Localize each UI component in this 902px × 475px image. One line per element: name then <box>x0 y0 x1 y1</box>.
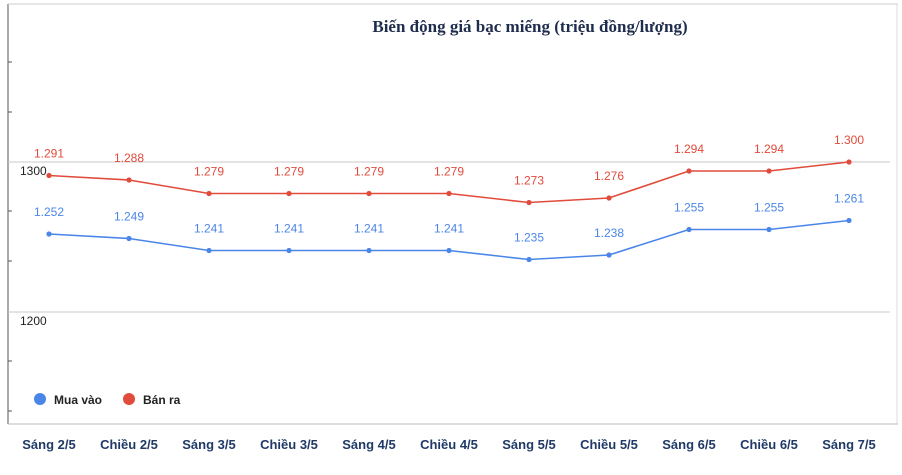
data-label: 1.241 <box>434 222 464 236</box>
data-point <box>46 231 52 237</box>
data-point <box>766 168 772 174</box>
data-label: 1.261 <box>834 192 864 206</box>
data-labels: 1.252 1.249 1.241 1.241 1.241 1.241 1.235 1.238… <box>34 133 864 245</box>
data-label: 1.279 <box>274 165 304 179</box>
data-label: 1.249 <box>114 210 144 224</box>
data-points <box>46 159 852 263</box>
data-label: 1.241 <box>274 222 304 236</box>
legend-label-mua-vao: Mua vào <box>54 393 102 407</box>
legend-item-ban-ra: Bán ra <box>123 393 181 407</box>
x-axis-ticks: Sáng 2/5 Chiều 2/5 Sáng 3/5 Chiều 3/5 Sáng 4… <box>22 437 875 452</box>
data-point <box>286 190 292 197</box>
legend-label-ban-ra: Bán ra <box>143 393 181 407</box>
data-label: 1.300 <box>834 133 864 147</box>
data-point <box>46 172 52 179</box>
data-point <box>366 190 372 197</box>
data-label: 1.255 <box>754 201 784 215</box>
data-label: 1.241 <box>194 222 224 236</box>
data-label: 1.279 <box>434 165 464 179</box>
data-point <box>846 159 852 165</box>
x-tick-label: Sáng 7/5 <box>822 437 875 452</box>
x-tick-label: Sáng 3/5 <box>182 437 235 452</box>
x-tick-label: Sáng 6/5 <box>662 437 715 452</box>
x-tick-label: Chiều 2/5 <box>100 437 158 452</box>
data-point <box>286 247 292 254</box>
x-tick-label: Chiều 6/5 <box>740 437 798 452</box>
y-tick-label: 1300 <box>20 164 47 178</box>
data-point <box>846 217 852 224</box>
data-point <box>366 247 372 254</box>
data-label: 1.241 <box>354 222 384 236</box>
data-point <box>446 190 452 197</box>
data-point <box>526 256 532 263</box>
data-point <box>206 247 212 254</box>
data-point <box>606 252 612 258</box>
data-point <box>126 235 132 242</box>
data-label: 1.288 <box>114 151 144 165</box>
data-label: 1.279 <box>194 165 224 179</box>
data-point <box>686 168 692 174</box>
y-tick-label: 1200 <box>20 314 47 328</box>
data-point <box>526 199 532 206</box>
x-tick-label: Sáng 4/5 <box>342 437 395 452</box>
data-label: 1.255 <box>674 201 704 215</box>
data-point <box>206 190 212 197</box>
x-tick-label: Chiều 5/5 <box>580 437 638 452</box>
data-point <box>766 226 772 233</box>
data-point <box>606 195 612 201</box>
data-label: 1.276 <box>594 169 624 183</box>
chart-title: Biến động giá bạc miếng (triệu đồng/lượn… <box>372 17 687 36</box>
x-tick-label: Chiều 3/5 <box>260 437 318 452</box>
data-label: 1.291 <box>34 147 64 161</box>
data-label: 1.235 <box>514 231 544 245</box>
data-label: 1.273 <box>514 174 544 188</box>
legend-dot-mua-vao <box>34 393 46 405</box>
data-point <box>686 226 692 233</box>
x-tick-label: Sáng 2/5 <box>22 437 75 452</box>
grid-lines <box>8 161 890 313</box>
chart-frame <box>7 3 898 425</box>
legend-item-mua-vao: Mua vào <box>34 393 102 407</box>
data-point <box>446 247 452 254</box>
data-label: 1.238 <box>594 226 624 240</box>
legend: Mua vào Bán ra <box>34 393 181 407</box>
data-label: 1.279 <box>354 165 384 179</box>
x-tick-label: Sáng 5/5 <box>502 437 555 452</box>
data-label: 1.294 <box>674 142 704 156</box>
data-label: 1.294 <box>754 142 784 156</box>
data-label: 1.252 <box>34 205 64 219</box>
legend-dot-ban-ra <box>123 393 135 405</box>
x-tick-label: Chiều 4/5 <box>420 437 478 452</box>
data-point <box>126 177 132 183</box>
y-axis-ticks: 1200 1300 <box>20 164 47 328</box>
